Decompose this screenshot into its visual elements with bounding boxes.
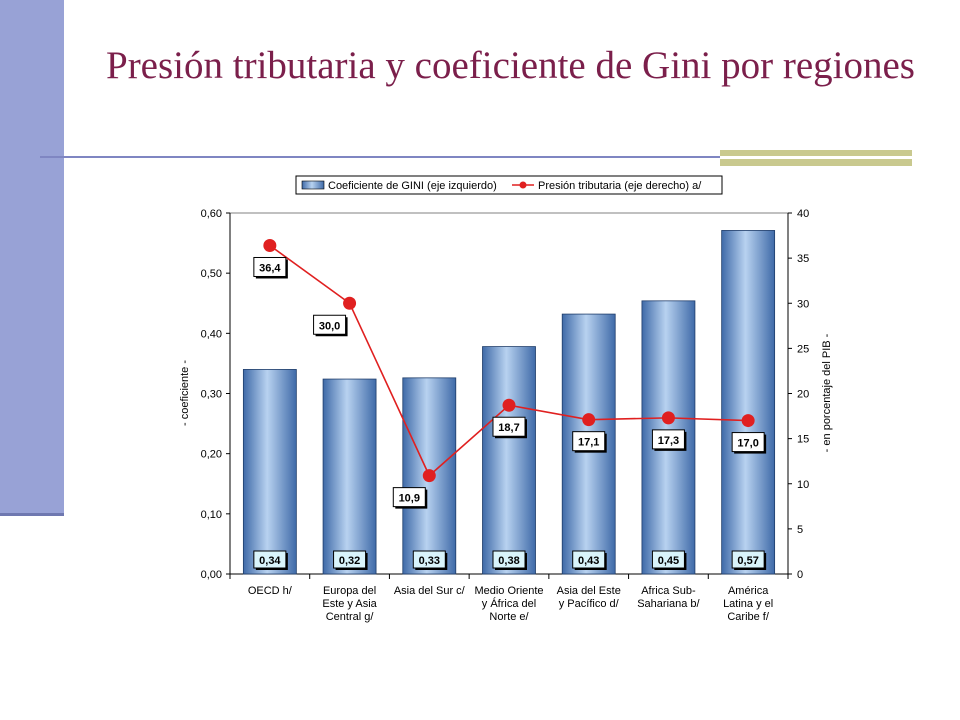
category-label: Asia del Este y Pacífico d/ <box>557 585 621 610</box>
right-tick-label: 40 <box>797 208 809 220</box>
right-tick-label: 25 <box>797 343 809 355</box>
gini-label-box <box>492 550 526 569</box>
gini-data-label: 0,38 <box>498 555 519 567</box>
left-tick-label: 0,20 <box>201 449 222 461</box>
left-tick-label: 0,60 <box>201 208 222 220</box>
legend-marker-swatch <box>519 181 527 189</box>
tax-data-label: 17,1 <box>578 437 599 449</box>
gini-bar <box>482 346 536 575</box>
left-axis-ticks: 0,00 0,10 0,20 0,30 0,40 0,50 0,60 <box>201 208 230 581</box>
right-tick-label: 5 <box>797 524 803 536</box>
gini-label-box <box>572 550 606 569</box>
chart-legend: Coeficiente de GINI (eje izquierdo) Pres… <box>295 175 723 195</box>
tax-point <box>422 469 436 483</box>
tax-label-box <box>492 416 526 437</box>
tax-data-label: 36,4 <box>259 262 281 274</box>
tax-data-label: 17,0 <box>737 438 758 450</box>
legend-gini-label: Coeficiente de GINI (eje izquierdo) <box>328 180 497 192</box>
gini-label-box <box>651 550 685 569</box>
left-tick-label: 0,40 <box>201 328 222 340</box>
legend-bar-swatch <box>301 180 325 190</box>
left-axis-title: - coeficiente - <box>179 360 191 426</box>
gini-data-label: 0,45 <box>658 555 679 567</box>
gini-bar <box>721 230 776 575</box>
category-label: OECD h/ <box>248 585 293 597</box>
gini-label-box <box>333 550 367 569</box>
gini-bar <box>322 378 377 575</box>
title-rule-accent <box>720 150 912 166</box>
tax-label-box <box>253 256 287 277</box>
right-tick-label: 10 <box>797 479 809 491</box>
tax-line-series <box>263 238 755 483</box>
left-tick-label: 0,10 <box>201 509 222 521</box>
slide-title: Presión tributaria y coeficiente de Gini… <box>106 44 915 87</box>
tax-data-labels: 36,4 30,0 10,9 18,7 17,1 17,3 17,0 <box>253 256 767 509</box>
category-label: América Latina y el Caribe f/ <box>723 585 773 623</box>
tax-label-box <box>731 432 765 453</box>
gini-label-box <box>412 550 446 569</box>
left-tick-label: 0,30 <box>201 389 222 401</box>
tax-label-box <box>392 487 426 508</box>
right-axis-ticks: 0 5 10 15 20 25 30 35 40 <box>788 208 809 581</box>
category-label: Asia del Sur c/ <box>394 585 466 597</box>
category-label: Africa Sub-Sahariana b/ <box>637 585 700 610</box>
right-tick-label: 0 <box>797 569 803 581</box>
gini-label-box <box>253 550 287 569</box>
tax-data-label: 30,0 <box>319 320 340 332</box>
gini-label-box <box>731 550 765 569</box>
tax-data-label: 17,3 <box>658 435 679 447</box>
tax-label-box <box>313 314 347 335</box>
tax-point <box>343 296 357 310</box>
left-tick-label: 0,50 <box>201 268 222 280</box>
tax-data-label: 18,7 <box>498 422 519 434</box>
tax-data-label: 10,9 <box>399 493 420 505</box>
category-label: Europa del Este y Asia Central g/ <box>322 585 377 623</box>
tax-label-box <box>572 431 606 452</box>
gini-data-labels: 0,34 0,32 0,33 0,38 0,43 0,45 0,57 <box>253 550 767 570</box>
right-tick-label: 20 <box>797 389 809 401</box>
tax-point <box>263 238 277 252</box>
gini-data-label: 0,33 <box>419 555 440 567</box>
gini-data-label: 0,34 <box>259 555 281 567</box>
gini-bar <box>242 369 297 575</box>
left-decorative-band <box>0 0 64 516</box>
left-tick-label: 0,00 <box>201 569 222 581</box>
right-tick-label: 35 <box>797 253 809 265</box>
tax-point <box>582 413 596 427</box>
title-rule <box>40 156 912 158</box>
gini-data-label: 0,57 <box>737 555 758 567</box>
gini-data-label: 0,43 <box>578 555 599 567</box>
tax-point <box>741 414 755 428</box>
right-tick-label: 15 <box>797 434 809 446</box>
tax-label-box <box>651 429 685 450</box>
tax-point <box>502 398 516 412</box>
tax-point <box>661 411 675 425</box>
category-axis-labels: OECD h/Europa del Este y Asia Central g/As… <box>229 574 789 623</box>
right-tick-label: 30 <box>797 298 809 310</box>
gini-data-label: 0,32 <box>339 555 360 567</box>
category-label: Medio Oriente y África del Norte e/ <box>474 585 543 623</box>
legend-tax-label: Presión tributaria (eje derecho) a/ <box>538 180 702 192</box>
right-axis-title: - en porcentaje del PIB - <box>821 333 833 452</box>
